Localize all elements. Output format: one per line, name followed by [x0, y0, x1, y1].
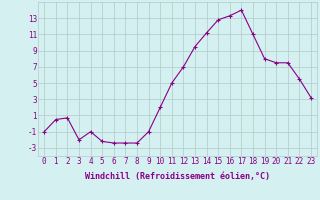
X-axis label: Windchill (Refroidissement éolien,°C): Windchill (Refroidissement éolien,°C) [85, 172, 270, 181]
